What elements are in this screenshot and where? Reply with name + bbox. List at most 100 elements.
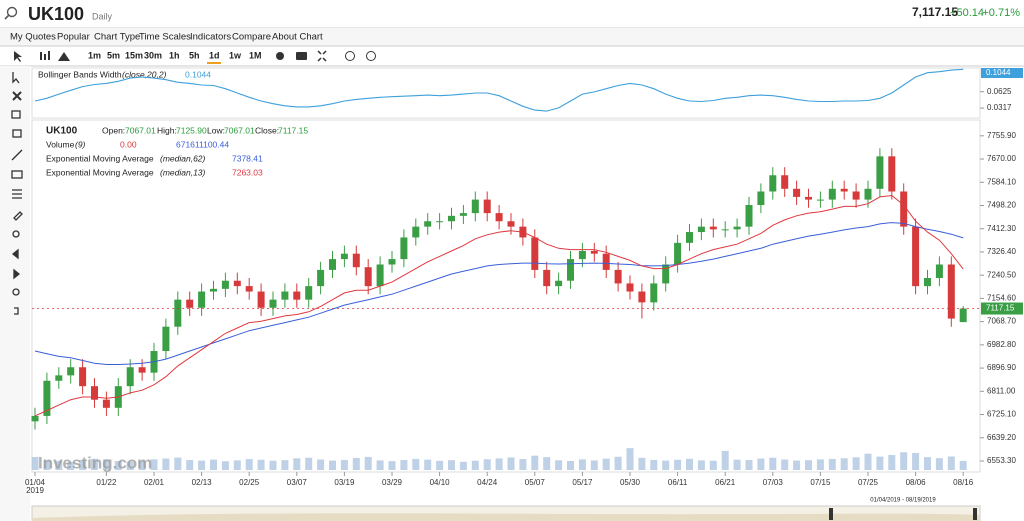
indicator-title: Bollinger Bands Width — [38, 69, 122, 79]
volume-bar — [233, 460, 241, 470]
candle-body — [543, 269, 551, 287]
navigator-handle[interactable] — [829, 508, 833, 520]
volume-bar — [757, 458, 765, 470]
legend-ema-params: (median,13) — [160, 167, 206, 177]
menu-item[interactable]: About Chart — [272, 32, 323, 43]
candle-body — [55, 375, 63, 381]
interval-button[interactable]: 1m — [88, 50, 101, 60]
camera-tool[interactable] — [296, 52, 307, 60]
tool[interactable] — [12, 129, 22, 138]
value-tag-label: 0.1044 — [986, 68, 1011, 77]
save-tool[interactable] — [366, 51, 376, 61]
x-tick-label: 07/15 — [810, 478, 831, 487]
interval-button[interactable]: 1M — [249, 50, 262, 60]
settings-tool[interactable] — [276, 52, 284, 60]
candle-body — [400, 237, 408, 260]
load-tool[interactable] — [345, 51, 355, 61]
volume-bar — [138, 460, 146, 470]
candle-tool[interactable] — [40, 52, 42, 60]
area-tool[interactable] — [58, 52, 70, 61]
tool[interactable] — [12, 288, 20, 296]
volume-bar — [828, 458, 836, 470]
volume-bar — [317, 459, 325, 470]
tool[interactable] — [11, 170, 23, 179]
volume-bar — [614, 456, 622, 470]
legend-volume-ma: 0.00 — [120, 139, 137, 149]
tool[interactable] — [14, 307, 19, 315]
tool[interactable] — [13, 211, 23, 221]
candle-body — [162, 326, 170, 352]
candle-body — [781, 175, 789, 189]
interval-button[interactable]: 1h — [169, 50, 180, 60]
interval-button[interactable]: 5m — [107, 50, 120, 60]
x-tick-label: 06/21 — [715, 478, 736, 487]
volume-bar — [400, 460, 408, 470]
legend-value: 7067.01 — [224, 125, 255, 135]
menu-item[interactable]: Indicators — [190, 32, 231, 43]
tool[interactable] — [11, 248, 19, 260]
volume-bar — [198, 460, 206, 470]
candle-body — [769, 175, 777, 192]
legend-volume: Volume — [46, 139, 75, 149]
indicator-line — [34, 68, 964, 112]
legend-label: High: — [157, 125, 177, 135]
navigator-handle[interactable] — [973, 508, 977, 520]
volume-bar — [293, 458, 301, 470]
tool[interactable] — [12, 230, 20, 238]
volume-bar — [31, 457, 39, 470]
pointer-tool[interactable] — [14, 51, 22, 62]
y-tick-label: 7240.50 — [987, 270, 1016, 279]
menu-item[interactable]: My Quotes — [10, 32, 56, 43]
legend-volume-value: 671611100.44 — [176, 139, 229, 149]
x-tick-label: 07/03 — [763, 478, 784, 487]
volume-bar — [769, 457, 777, 470]
toolbar — [14, 50, 376, 62]
volume-bar — [638, 457, 646, 470]
interval-button[interactable]: 5h — [189, 50, 200, 60]
candle-body — [650, 283, 658, 303]
volume-bar — [840, 458, 848, 470]
volume-bar — [662, 460, 670, 470]
menu-item[interactable]: Time Scales — [139, 32, 191, 43]
volume-bar — [424, 459, 432, 470]
volume-bar — [912, 452, 920, 470]
interval-button[interactable]: 15m — [125, 50, 143, 60]
x-tick-label: 03/07 — [287, 478, 308, 487]
tool[interactable] — [12, 91, 22, 101]
candle-body — [733, 226, 741, 230]
tool[interactable] — [12, 72, 20, 84]
volume-bar — [436, 460, 444, 470]
interval-button[interactable]: 1w — [229, 50, 242, 60]
tool[interactable] — [11, 149, 23, 161]
volume-bar — [221, 461, 229, 470]
candle-body — [864, 188, 872, 200]
legend-symbol: UK100 — [46, 126, 78, 137]
interval-button[interactable]: 30m — [144, 50, 162, 60]
volume-bar — [471, 460, 479, 470]
interval-button[interactable]: 1d — [209, 50, 220, 60]
y-tick-label: 0.0625 — [987, 87, 1012, 96]
menu-item[interactable]: Popular — [57, 32, 90, 43]
volume-bar — [79, 459, 87, 470]
y-tick-label: 7670.00 — [987, 154, 1016, 163]
volume-bar — [67, 461, 75, 470]
volume-bar — [852, 457, 860, 470]
tool[interactable] — [12, 189, 22, 199]
candle-body — [816, 199, 824, 201]
volume-bar — [745, 460, 753, 470]
tool[interactable] — [11, 110, 21, 119]
volume-bar — [43, 460, 51, 470]
candle-body — [459, 213, 467, 216]
legend-ema: Exponential Moving Average — [46, 167, 154, 177]
search-icon[interactable] — [4, 6, 18, 20]
fullscreen-tool[interactable] — [317, 50, 327, 62]
ema-line — [34, 222, 964, 365]
menu-item[interactable]: Compare — [232, 32, 271, 43]
y-tick-label: 7755.90 — [987, 131, 1016, 140]
candle-body — [245, 286, 253, 292]
tool[interactable] — [13, 268, 21, 280]
volume-bar — [245, 459, 253, 470]
menu-item[interactable]: Chart Type — [94, 32, 140, 43]
